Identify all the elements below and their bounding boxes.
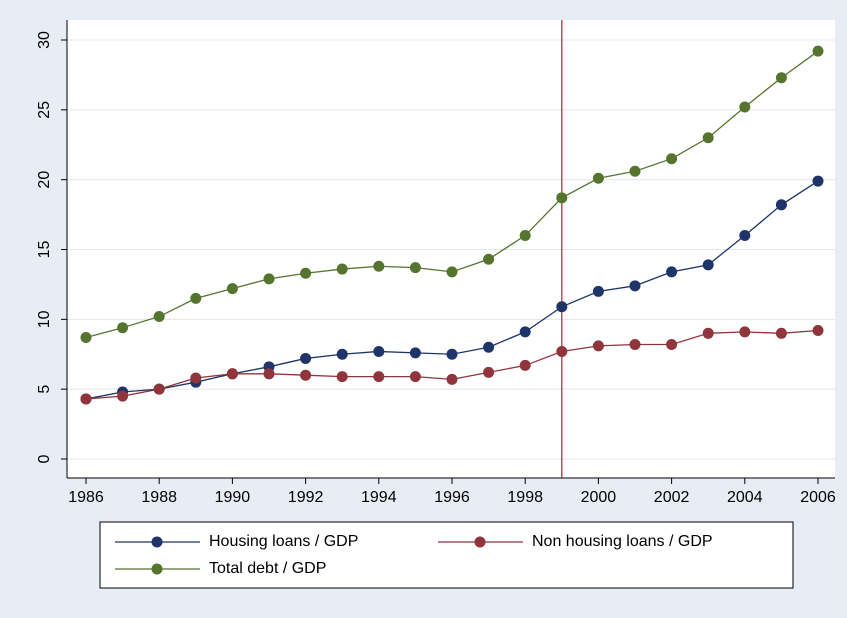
data-point (702, 327, 714, 339)
data-point (702, 132, 714, 144)
data-point (300, 352, 312, 364)
data-point (812, 45, 824, 57)
y-tick-label: 15 (36, 241, 53, 259)
data-point (446, 348, 458, 360)
data-point (300, 267, 312, 279)
data-point (263, 368, 275, 380)
y-tick-label: 0 (36, 454, 53, 463)
data-point (812, 175, 824, 187)
data-point (519, 359, 531, 371)
data-point (409, 262, 421, 274)
data-point (775, 72, 787, 84)
data-point (409, 347, 421, 359)
data-point (446, 373, 458, 385)
x-tick-label: 1988 (141, 489, 177, 506)
data-point (519, 326, 531, 338)
legend (99, 521, 794, 589)
data-point (556, 345, 568, 357)
x-tick-label: 2004 (727, 489, 763, 506)
data-point (153, 383, 165, 395)
data-point (592, 340, 604, 352)
x-tick-label: 2000 (581, 489, 617, 506)
data-point (739, 326, 751, 338)
x-tick-label: 1996 (434, 489, 470, 506)
data-point (775, 199, 787, 211)
x-tick-label: 2006 (800, 489, 836, 506)
data-point (263, 273, 275, 285)
y-tick-label: 10 (36, 310, 53, 328)
data-point (592, 285, 604, 297)
x-tick-label: 1992 (288, 489, 324, 506)
data-point (775, 327, 787, 339)
data-point (483, 366, 495, 378)
data-point (666, 153, 678, 165)
data-point (226, 368, 238, 380)
legend-marker (474, 536, 486, 548)
data-point (556, 192, 568, 204)
y-tick-label: 25 (36, 101, 53, 119)
y-tick-label: 30 (36, 31, 53, 49)
data-point (592, 172, 604, 184)
legend-label: Total debt / GDP (209, 560, 326, 577)
legend-marker (151, 563, 163, 575)
data-point (226, 283, 238, 295)
data-point (80, 393, 92, 405)
data-point (739, 230, 751, 242)
x-tick-label: 1986 (68, 489, 104, 506)
y-tick-label: 20 (36, 171, 53, 189)
y-tick-label: 5 (36, 385, 53, 394)
x-tick-label: 1998 (507, 489, 543, 506)
data-point (629, 338, 641, 350)
data-point (300, 369, 312, 381)
data-point (409, 371, 421, 383)
data-point (117, 322, 129, 334)
data-point (666, 266, 678, 278)
data-point (373, 260, 385, 272)
data-point (373, 345, 385, 357)
data-point (336, 263, 348, 275)
x-tick-label: 2002 (654, 489, 690, 506)
data-point (153, 311, 165, 323)
data-point (190, 292, 202, 304)
data-point (629, 165, 641, 177)
data-point (519, 230, 531, 242)
data-point (702, 259, 714, 271)
data-point (373, 371, 385, 383)
x-tick-label: 1994 (361, 489, 397, 506)
data-point (483, 253, 495, 265)
data-point (666, 338, 678, 350)
data-point (812, 325, 824, 337)
data-point (336, 348, 348, 360)
data-point (117, 390, 129, 402)
legend-label: Non housing loans / GDP (532, 533, 713, 550)
data-point (739, 101, 751, 113)
data-point (80, 331, 92, 343)
data-point (446, 266, 458, 278)
data-point (190, 372, 202, 384)
x-tick-label: 1990 (215, 489, 251, 506)
data-point (556, 301, 568, 313)
data-point (483, 341, 495, 353)
data-point (336, 371, 348, 383)
legend-marker (151, 536, 163, 548)
legend-label: Housing loans / GDP (209, 533, 358, 550)
data-point (629, 280, 641, 292)
